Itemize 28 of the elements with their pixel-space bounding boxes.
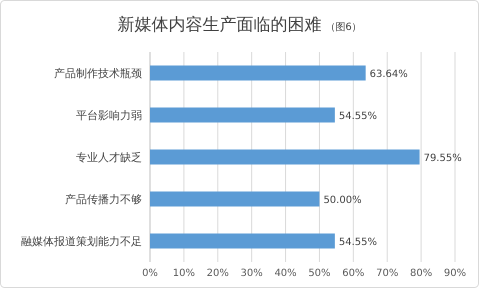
x-tick-label: 90% [444, 268, 466, 279]
subtitle: （图6） [325, 22, 362, 33]
y-tick-label: 产品传播力不够 [65, 193, 142, 206]
x-tick-label: 70% [376, 268, 398, 279]
data-label: 50.00% [323, 195, 362, 206]
x-tick-label: 80% [410, 268, 432, 279]
x-tick-label: 60% [342, 268, 364, 279]
y-tick-label: 专业人才缺乏 [76, 151, 142, 164]
x-tick-label: 20% [206, 268, 229, 279]
bar [150, 192, 320, 206]
data-label: 54.55% [338, 237, 378, 248]
x-tick-label: 0% [142, 268, 158, 279]
data-label: 79.55% [424, 153, 462, 164]
y-tick-label: 融媒体报道策划能力不足 [21, 235, 142, 248]
y-tick-label: 产品制作技术瓶颈 [54, 67, 142, 80]
data-label: 63.64% [370, 69, 408, 80]
bar [150, 66, 366, 80]
data-label: 54.55% [338, 111, 378, 122]
y-tick-label: 平台影响力弱 [76, 109, 142, 122]
title: 新媒体内容生产面临的困难 （图6） [117, 15, 362, 35]
chart-title: 新媒体内容生产面临的困难 [117, 15, 322, 35]
bar [150, 108, 335, 122]
x-tick-label: 50% [308, 268, 331, 279]
bar [150, 150, 420, 164]
x-tick-label: 10% [172, 268, 196, 279]
x-tick-label: 40% [274, 268, 297, 279]
bar [150, 234, 335, 248]
x-tick-label: 30% [240, 268, 263, 279]
